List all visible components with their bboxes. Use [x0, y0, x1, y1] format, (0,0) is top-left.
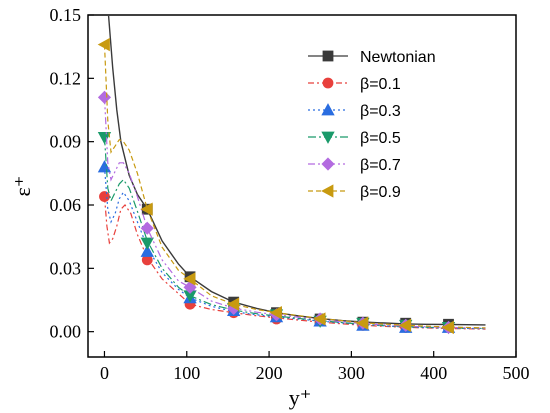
data-point: [226, 297, 240, 311]
data-point: [441, 320, 454, 335]
data-point: [313, 312, 326, 326]
data-point: [99, 191, 110, 202]
legend-marker: [321, 184, 334, 198]
legend-marker: [322, 77, 334, 89]
series-1: [99, 191, 486, 333]
series-line: [103, 196, 486, 330]
data-point: [97, 132, 112, 145]
data-point: [356, 316, 369, 330]
data-point: [97, 160, 112, 173]
x-tick-label: 400: [420, 363, 447, 383]
legend-entry: β=0.5: [308, 130, 401, 147]
data-point: [97, 37, 110, 52]
legend-marker: [321, 103, 335, 116]
legend-marker: [321, 131, 335, 144]
data-point: [183, 280, 197, 294]
x-tick-label: 300: [338, 363, 365, 383]
legend-label: β=0.1: [360, 76, 401, 93]
legend-label: β=0.9: [360, 184, 401, 201]
y-axis-title: ε⁺: [10, 176, 35, 197]
data-point: [183, 272, 196, 286]
legend-label: Newtonian: [360, 49, 436, 66]
y-tick-label: 0.06: [50, 195, 82, 215]
y-tick-label: 0.12: [50, 68, 82, 88]
legend-entry: β=0.3: [308, 103, 401, 120]
data-point: [140, 202, 153, 216]
series-5: [97, 37, 486, 335]
x-tick-label: 100: [173, 363, 200, 383]
legend-label: β=0.5: [360, 130, 401, 147]
legend: Newtonian β=0.1 β=0.3 β=0.5 β=0.7 β=0.9: [308, 49, 436, 201]
series-line: [103, 97, 486, 329]
series-line: [103, 44, 486, 329]
x-axis-title: y⁺: [289, 385, 312, 410]
legend-entry: Newtonian: [308, 49, 436, 66]
legend-entry: β=0.9: [308, 184, 401, 201]
y-tick-label: 0.03: [50, 258, 82, 278]
legend-label: β=0.3: [360, 103, 401, 120]
y-tick-label: 0.15: [50, 5, 82, 25]
x-tick-label: 200: [256, 363, 283, 383]
data-point: [140, 221, 154, 235]
x-axis: 0 100 200 300 400 500: [100, 351, 530, 383]
series-line: [103, 166, 486, 330]
data-point: [140, 244, 154, 257]
legend-entry: β=0.1: [308, 76, 401, 93]
legend-marker: [321, 157, 335, 171]
y-tick-label: 0.09: [50, 132, 82, 152]
data-point: [97, 90, 112, 104]
x-tick-label: 500: [503, 363, 530, 383]
series-layer: [97, 15, 486, 335]
plot-frame: [87, 14, 517, 358]
data-point: [269, 305, 282, 320]
data-point: [398, 318, 412, 333]
series-line: [103, 137, 486, 330]
legend-marker: [322, 50, 334, 62]
legend-label: β=0.7: [360, 157, 401, 174]
legend-entry: β=0.7: [308, 157, 401, 174]
x-tick-label: 0: [100, 363, 109, 383]
data-point: [140, 237, 154, 250]
y-axis: 0.00 0.03 0.06 0.09 0.12 0.15: [50, 5, 94, 342]
series-4: [97, 90, 486, 335]
y-tick-label: 0.00: [50, 322, 82, 342]
